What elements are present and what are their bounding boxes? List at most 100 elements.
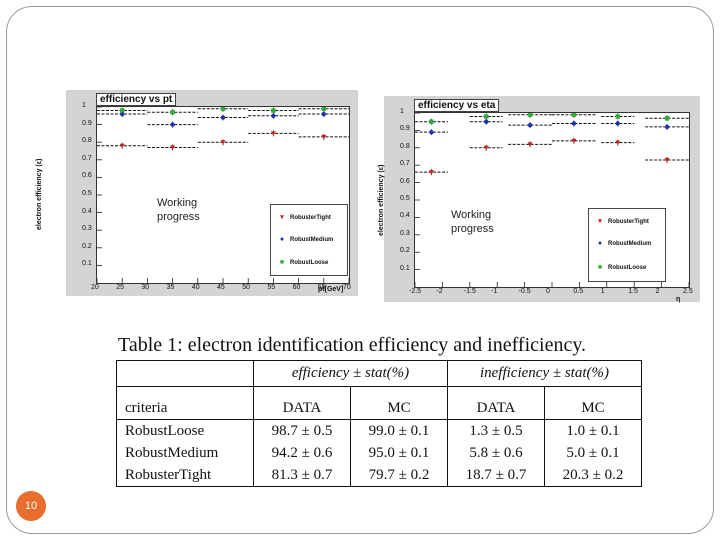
legend-label: RobustMedium	[290, 237, 334, 243]
plot-eta-svg	[415, 113, 689, 287]
x-tick-label: 70	[343, 284, 351, 291]
table-cell: 5.0 ± 0.1	[544, 442, 642, 464]
y-tick-label: 1	[400, 108, 404, 115]
y-tick-label: 0.8	[82, 137, 92, 145]
triangle-icon: ▾	[598, 218, 602, 225]
data-point-triangle	[119, 143, 125, 149]
x-tick-label: 2	[655, 288, 660, 295]
x-tick-label: 0.5	[573, 288, 584, 295]
plot-eta-panel: efficiency vs eta Working progress ▾ Robu…	[378, 96, 700, 303]
y-tick-label: 0.6	[400, 177, 410, 185]
plot-pt-title: efficiency vs pt	[96, 93, 177, 106]
slide-number-badge: 10	[16, 491, 46, 521]
data-point-triangle	[170, 145, 176, 150]
data-point-triangle	[428, 170, 434, 175]
table-cell	[116, 360, 254, 387]
legend-item: ▾ RobusterTight	[277, 213, 331, 221]
table-header: MC	[350, 386, 448, 420]
y-tick-label: 0.4	[400, 212, 410, 220]
y-tick-label: 0.3	[82, 225, 92, 233]
table-cell: 79.7 ± 0.2	[350, 464, 448, 487]
x-tick-label: 0	[546, 288, 550, 295]
data-point-triangle	[527, 142, 533, 147]
table-cell: 95.0 ± 0.1	[350, 442, 448, 464]
table-group-header: efficiency ± stat(%)	[253, 360, 448, 387]
data-point-triangle	[483, 145, 489, 151]
plot-pt-xlabel: pt[GeV]	[318, 286, 344, 293]
table-group-header-row: efficiency ± stat(%) inefficiency ± stat…	[116, 360, 642, 387]
table-cell: 1.0 ± 0.1	[544, 419, 642, 442]
plot-pt-annotation: Working progress	[157, 197, 200, 223]
data-point-circle	[429, 129, 434, 135]
table-header: MC	[544, 386, 642, 420]
data-point-triangle	[220, 140, 226, 145]
data-point-square	[615, 114, 620, 119]
y-tick-label: 0.8	[400, 142, 410, 150]
y-tick-label: 0.2	[82, 242, 92, 250]
x-tick-label: 2.5	[683, 288, 693, 295]
y-tick-label: 1	[82, 102, 86, 109]
square-icon: ■	[279, 259, 285, 266]
data-point-square	[429, 119, 434, 124]
data-point-square	[271, 108, 276, 113]
data-point-square	[571, 113, 577, 117]
plot-pt-ylabel: electron efficiency (ε)	[36, 158, 43, 230]
data-point-triangle	[270, 131, 276, 136]
y-tick-label: 0.1	[400, 264, 410, 272]
table-cell: 94.2 ± 0.6	[253, 442, 351, 464]
data-point-triangle	[571, 138, 577, 144]
data-point-circle	[664, 124, 670, 130]
x-tick-label: 20	[91, 284, 99, 291]
x-tick-label: -0.5	[518, 288, 531, 295]
data-point-circle	[220, 115, 226, 120]
data-point-triangle	[615, 140, 621, 146]
legend-item: ■ RobustLoose	[277, 259, 328, 266]
legend-label: RobusterTight	[608, 219, 649, 225]
y-tick-label: 0.7	[82, 154, 92, 162]
x-tick-label: 1	[600, 288, 605, 295]
table-header: DATA	[447, 386, 545, 420]
x-tick-label: 60	[292, 284, 301, 291]
plot-eta-area	[414, 112, 690, 288]
plot-pt-legend: ▾ RobusterTight ● RobustMedium ■ RobustLoos…	[270, 204, 348, 276]
y-tick-label: 0.2	[400, 247, 410, 255]
x-tick-label: 45	[217, 284, 225, 291]
square-icon: ■	[597, 264, 603, 271]
plot-eta-legend: ▾ RobusterTight ● RobustMedium ■ RobustLoos…	[588, 208, 666, 282]
data-point-triangle	[321, 134, 327, 140]
data-point-circle	[120, 111, 125, 117]
table-cell: 20.3 ± 0.2	[544, 464, 642, 487]
x-tick-label: -2.5	[409, 288, 422, 295]
table-row: RobustMedium 94.2 ± 0.6 95.0 ± 0.1 5.8 ±…	[116, 442, 642, 464]
plot-eta-ylabel: electron efficiency (ε)	[378, 164, 385, 236]
table-cell: 98.7 ± 0.5	[253, 419, 351, 442]
y-tick-label: 0.7	[400, 160, 410, 168]
x-tick-label: -2	[436, 288, 443, 295]
x-tick-label: 55	[267, 284, 276, 291]
data-point-square	[120, 108, 125, 113]
table-row: RobusterTight 81.3 ± 0.7 79.7 ± 0.2 18.7…	[116, 464, 642, 487]
legend-label: RobusterTight	[290, 215, 331, 221]
table-cell: RobustLoose	[116, 419, 254, 442]
legend-label: RobustLoose	[608, 265, 647, 271]
table-cell: RobusterTight	[116, 464, 254, 487]
table-cell: 18.7 ± 0.7	[447, 464, 545, 487]
plot-eta-xlabel: η	[676, 296, 681, 303]
table-cell: 81.3 ± 0.7	[253, 464, 351, 487]
legend-item: ▾ RobusterTight	[595, 217, 649, 225]
x-tick-label: -1.5	[463, 288, 476, 295]
plot-eta-annotation: Working progress	[451, 209, 494, 235]
data-point-circle	[571, 121, 577, 126]
table-header-row: criteria DATA MC DATA MC	[116, 386, 642, 420]
plot-eta-title: efficiency vs eta	[414, 99, 500, 112]
x-tick-label: 40	[191, 284, 200, 291]
y-tick-label: 0.9	[82, 119, 92, 127]
triangle-icon: ▾	[280, 214, 284, 221]
table-header: criteria	[116, 386, 254, 420]
circle-icon: ●	[279, 236, 285, 243]
data-point-triangle	[664, 157, 670, 163]
data-point-square	[484, 114, 489, 119]
table-cell: 99.0 ± 0.1	[350, 419, 448, 442]
legend-item: ● RobustMedium	[595, 240, 651, 247]
x-tick-label: 65	[317, 284, 326, 291]
